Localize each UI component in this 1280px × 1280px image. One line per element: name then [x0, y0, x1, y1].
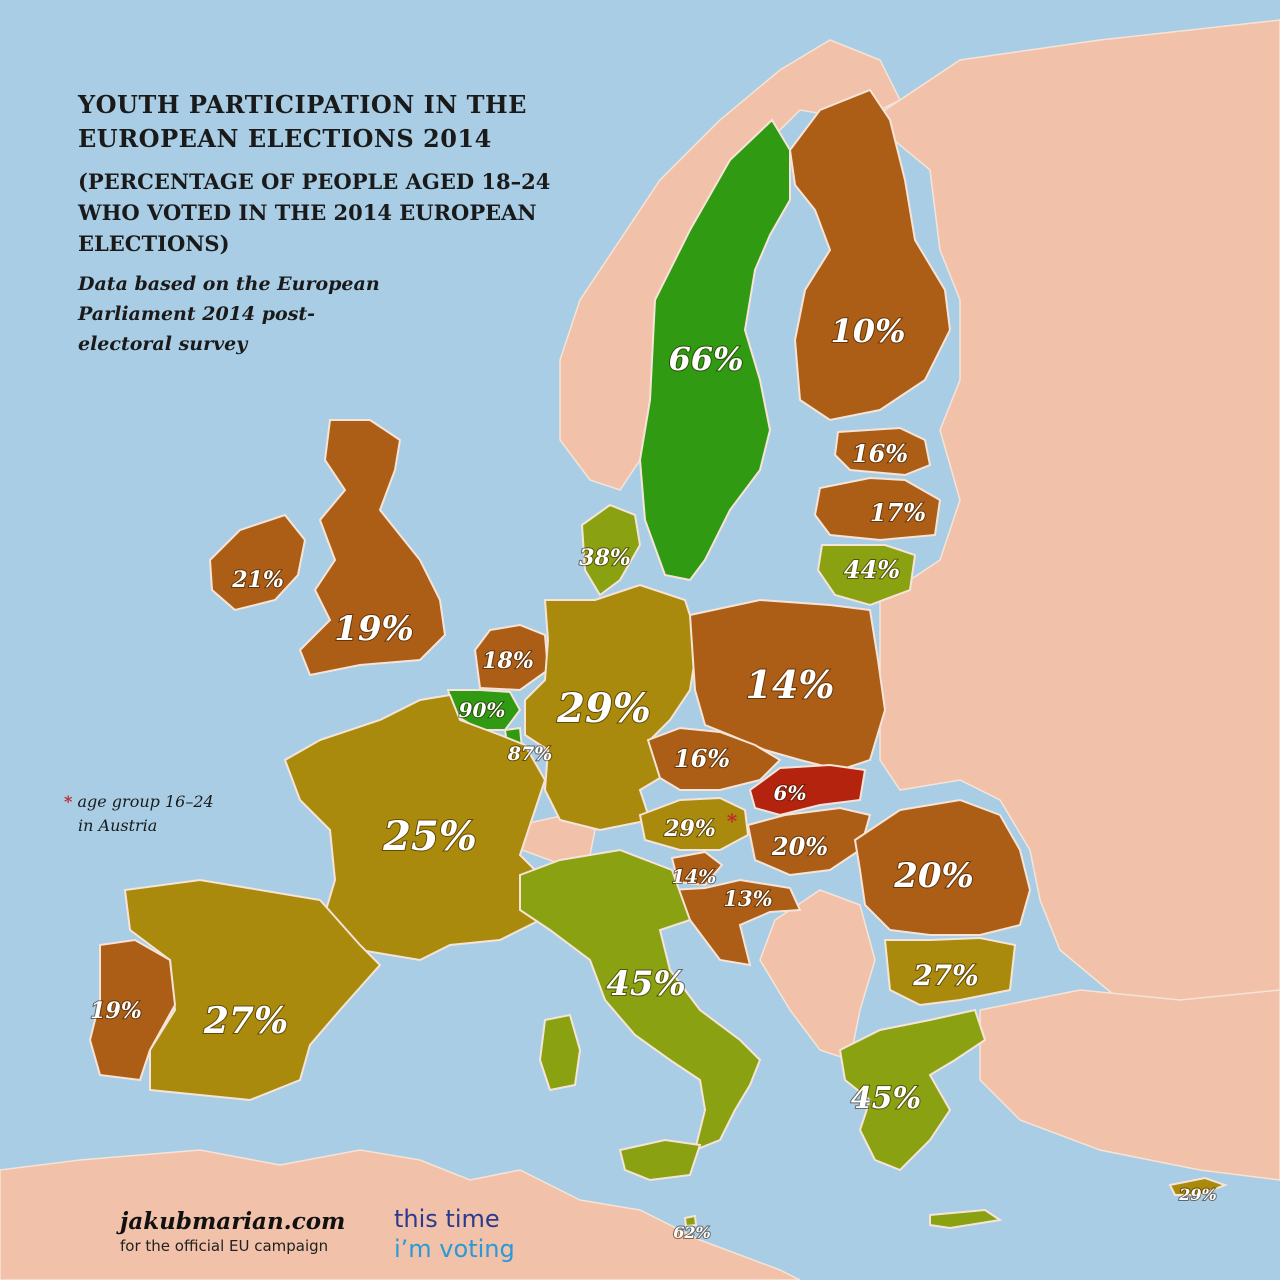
norway-land	[559, 39, 902, 491]
footnote-line-1: age group 16–24	[77, 792, 214, 811]
region-germany	[524, 583, 700, 832]
region-united-kingdom	[298, 419, 447, 677]
label-portugal: 19%	[90, 998, 142, 1024]
region-portugal	[88, 938, 177, 1082]
label-poland: 14%	[746, 662, 835, 707]
region-greece	[838, 1008, 987, 1172]
russia-and-east-land	[868, 19, 1280, 1051]
north-africa-land	[0, 1149, 801, 1280]
eu-countries	[88, 88, 1228, 1230]
region-lithuania	[816, 544, 917, 607]
label-croatia: 13%	[723, 886, 772, 911]
label-finland: 10%	[831, 312, 906, 350]
label-austria: 29%	[663, 816, 716, 842]
campaign-line-1: this time	[394, 1205, 500, 1233]
region-finland	[788, 88, 952, 422]
label-spain: 27%	[203, 1000, 288, 1042]
percentage-labels: 66% 10% 16% 17% 44% 38% 21% 19% 18% 90% …	[89, 311, 1218, 1243]
label-germany: 29%	[556, 685, 651, 732]
campaign-line-2: i’m voting	[394, 1235, 515, 1263]
region-bulgaria	[883, 936, 1017, 1007]
author-tagline: for the official EU campaign	[120, 1237, 329, 1255]
region-romania	[853, 798, 1032, 936]
label-france: 25%	[382, 813, 477, 860]
author-branding: jakubmarian.com for the official EU camp…	[120, 1208, 345, 1255]
region-cyprus	[1168, 1176, 1228, 1196]
footnote-marker: *	[64, 792, 73, 811]
label-latvia: 17%	[870, 498, 926, 527]
region-estonia	[833, 426, 932, 477]
label-denmark: 38%	[579, 545, 631, 571]
region-crete	[929, 1208, 1003, 1230]
region-sweden	[638, 118, 791, 582]
region-slovakia	[748, 763, 867, 817]
label-czech-republic: 16%	[674, 744, 730, 773]
region-italy	[519, 848, 762, 1152]
map-title-line-1: YOUTH PARTICIPATION IN THE	[78, 90, 527, 119]
region-malta	[683, 1214, 698, 1228]
label-bulgaria: 27%	[912, 959, 979, 992]
label-slovenia: 14%	[672, 866, 717, 888]
label-cyprus: 29%	[1178, 1185, 1216, 1204]
region-austria	[638, 796, 750, 851]
footnote-line-2: in Austria	[78, 816, 158, 835]
campaign-logo: this time i’m voting	[394, 1204, 515, 1264]
map-subtitle: (PERCENTAGE OF PEOPLE AGED 18–24 WHO VOT…	[78, 169, 551, 256]
label-lithuania: 44%	[844, 555, 900, 584]
label-romania: 20%	[893, 856, 974, 896]
label-sweden: 66%	[669, 340, 744, 378]
label-malta: 62%	[673, 1223, 710, 1242]
label-luxembourg: 87%	[507, 743, 553, 765]
region-denmark	[580, 503, 642, 597]
region-sardinia	[538, 1013, 582, 1092]
label-greece: 45%	[851, 1081, 921, 1116]
label-ireland: 21%	[231, 567, 284, 593]
label-estonia: 16%	[852, 439, 908, 468]
label-belgium: 90%	[459, 698, 506, 722]
region-poland	[688, 598, 887, 772]
region-slovenia	[670, 850, 724, 887]
balkans-land	[759, 889, 876, 1061]
label-italy: 45%	[606, 964, 686, 1004]
title-block: YOUTH PARTICIPATION IN THE EUROPEAN ELEC…	[78, 88, 638, 359]
region-latvia	[813, 476, 942, 542]
region-ireland	[208, 513, 307, 612]
label-netherlands: 18%	[482, 648, 534, 674]
map-title: YOUTH PARTICIPATION IN THE EUROPEAN ELEC…	[78, 88, 638, 156]
turkey-land	[979, 989, 1280, 1181]
label-united-kingdom: 19%	[334, 609, 414, 649]
label-hungary: 20%	[771, 832, 828, 861]
label-slovakia: 6%	[774, 781, 807, 805]
author-site: jakubmarian.com	[120, 1208, 346, 1235]
region-croatia	[668, 878, 802, 967]
map-title-line-2: EUROPEAN ELECTIONS 2014	[78, 124, 492, 153]
data-source-note: Data based on the European Parliament 20…	[78, 273, 380, 355]
region-czech-republic	[646, 726, 782, 791]
austria-footnote: * age group 16–24 in Austria	[64, 790, 294, 838]
austria-note-marker: *	[727, 809, 738, 833]
region-sicily	[618, 1138, 702, 1182]
